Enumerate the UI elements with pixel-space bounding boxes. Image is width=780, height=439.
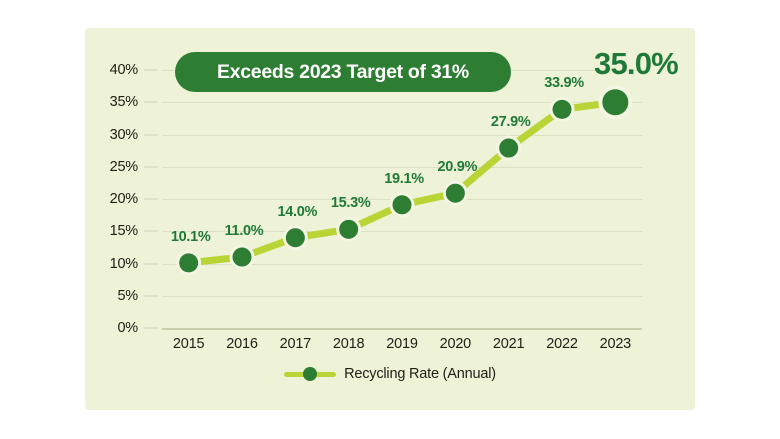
data-point-label: 27.9% — [490, 114, 531, 131]
x-axis-tick-label: 2020 — [439, 336, 472, 352]
y-axis-tick-label: 0% — [117, 320, 138, 336]
data-point-label: 10.1% — [170, 228, 211, 245]
data-point-label: 15.3% — [330, 195, 371, 212]
x-axis-tick-label: 2017 — [279, 336, 312, 352]
data-point-label: 19.1% — [384, 170, 424, 187]
y-axis-tick-label: 15% — [109, 223, 139, 240]
x-axis-tick-label: 2019 — [386, 336, 418, 352]
x-axis-tick-label: 2021 — [492, 336, 525, 352]
y-tick-mark — [144, 101, 158, 103]
x-axis-tick-label: 2016 — [226, 336, 258, 352]
y-axis-tick-label: 10% — [109, 255, 139, 272]
grid-line — [162, 134, 642, 136]
x-axis-tick-label: 2023 — [599, 336, 632, 352]
y-tick-mark — [144, 263, 158, 264]
y-tick-mark — [144, 198, 158, 200]
x-axis-tick-label: 2015 — [172, 336, 205, 352]
y-tick-mark — [144, 69, 158, 71]
legend-label-recycling-rate: Recycling Rate (Annual) — [344, 366, 496, 382]
data-point-label: 33.9% — [544, 75, 584, 92]
y-tick-mark — [144, 295, 158, 297]
y-tick-mark — [144, 166, 158, 168]
target-badge-label: Exceeds 2023 Target of 31% — [217, 60, 469, 83]
y-axis-tick-label: 20% — [109, 191, 139, 207]
data-point-label: 11.0% — [224, 223, 264, 240]
data-point-label: 14.0% — [277, 203, 318, 220]
legend-swatch-recycling-rate — [284, 367, 337, 381]
x-axis-tick-label: 2018 — [332, 336, 365, 352]
grid-line — [162, 166, 642, 168]
y-axis-tick-label: 25% — [109, 158, 139, 175]
final-value-callout: 35.0% — [594, 46, 679, 81]
y-tick-mark — [144, 134, 158, 135]
y-axis-tick-label: 40% — [109, 62, 139, 78]
grid-line — [162, 295, 642, 297]
legend-marker-icon — [303, 367, 318, 381]
grid-line — [162, 102, 642, 104]
chart-legend: Recycling Rate (Annual) — [0, 366, 780, 382]
y-axis-tick-label: 30% — [109, 126, 139, 143]
y-axis-tick-label: 5% — [117, 287, 138, 304]
y-axis-tick-label: 35% — [109, 94, 139, 111]
x-axis-tick-label: 2022 — [546, 336, 578, 352]
grid-line — [162, 263, 642, 265]
grid-line — [162, 328, 642, 330]
grid-line — [162, 199, 642, 200]
target-badge: Exceeds 2023 Target of 31% — [175, 52, 511, 92]
y-tick-mark — [144, 327, 158, 329]
y-tick-mark — [144, 230, 158, 232]
data-point-label: 20.9% — [437, 159, 478, 176]
